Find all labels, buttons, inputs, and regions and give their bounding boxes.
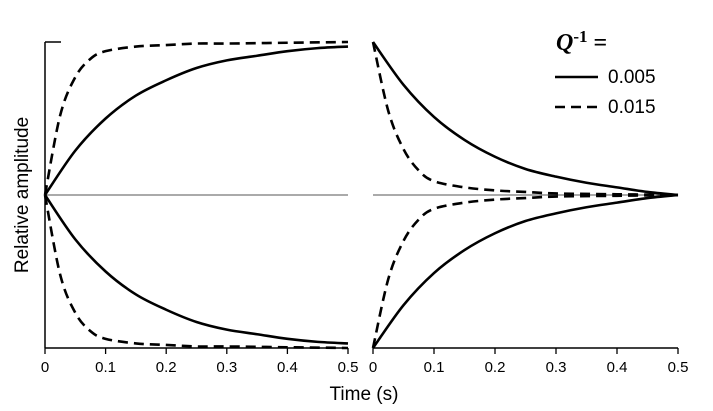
- series-line-dashed-upper: [43, 40, 349, 196]
- legend-title: Q-1 =: [556, 27, 607, 56]
- y-axis-label: Relative amplitude: [12, 117, 33, 273]
- series-line-dashed-upper: [371, 41, 679, 197]
- series-line-solid-lower: [43, 194, 349, 345]
- x-tick-label: 0.3: [216, 359, 237, 376]
- series-line-solid-lower: [371, 193, 679, 349]
- legend: Q-1 = 0.005 0.015: [555, 27, 656, 118]
- legend-label-1: 0.015: [608, 97, 656, 118]
- x-tick-label: 0: [41, 359, 49, 376]
- x-axis-label: Time (s): [330, 384, 399, 405]
- x-tick-label: 0.4: [277, 359, 298, 376]
- panel-right: 0 0.1 0.2 0.3 0.4 0.5: [369, 41, 689, 376]
- x-tick-label: 0.2: [485, 359, 506, 376]
- series-line-dashed-lower: [43, 194, 349, 350]
- legend-title-symbol: Q: [556, 30, 573, 56]
- x-tick-label: 0.2: [156, 359, 177, 376]
- legend-title-exponent: -1: [573, 27, 587, 46]
- x-tick-label: 0.1: [424, 359, 445, 376]
- x-tick-label: 0.3: [546, 359, 567, 376]
- x-tick-label: 0.5: [338, 359, 359, 376]
- series-line-dashed-lower: [371, 193, 679, 349]
- legend-label-0: 0.005: [608, 67, 656, 88]
- panel-left: 0 0.1 0.2 0.3 0.4 0.5: [41, 40, 359, 376]
- x-tick-label: 0.1: [95, 359, 116, 376]
- x-tick-label: 0.5: [668, 359, 689, 376]
- x-tick-label: 0.4: [607, 359, 628, 376]
- x-tick-label: 0: [369, 359, 377, 376]
- series-line-solid-upper: [43, 45, 349, 196]
- legend-title-suffix: =: [588, 30, 608, 56]
- series-line-solid-upper: [371, 41, 679, 197]
